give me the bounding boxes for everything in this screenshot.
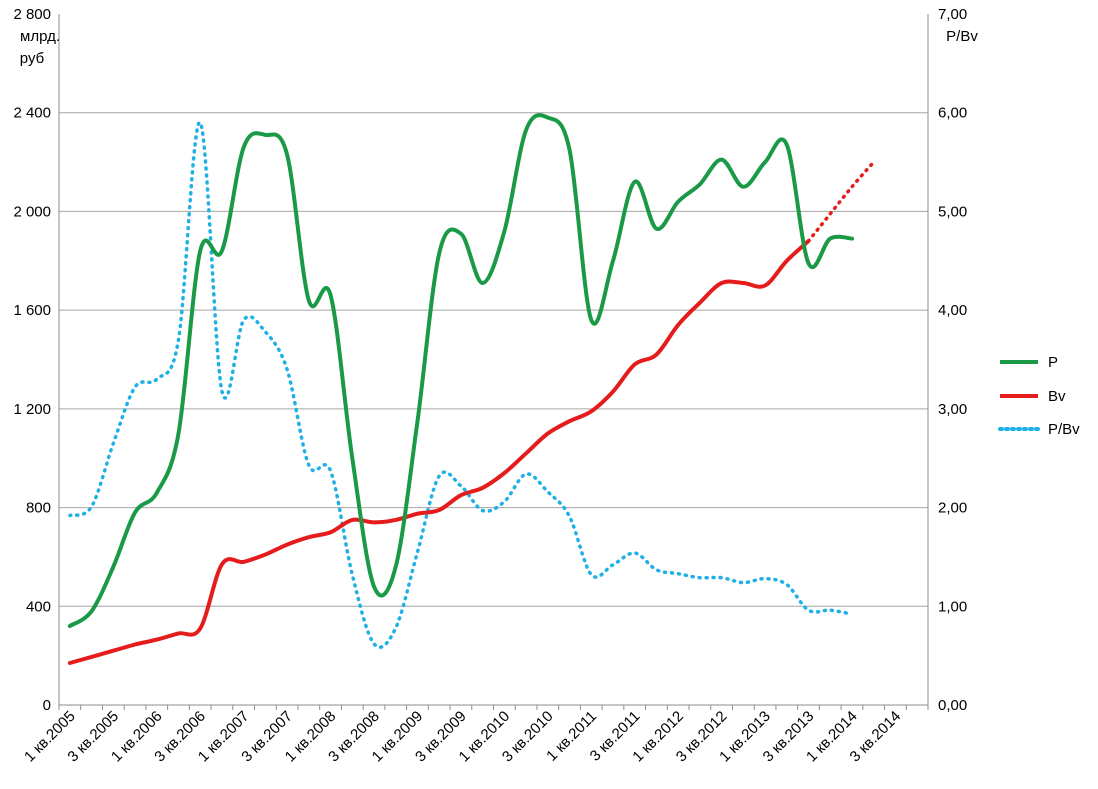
right-axis: 0,00 1,00 2,00 3,00 4,00 5,00 6,00 7,00 xyxy=(927,6,967,714)
legend: P Bv P/Bv xyxy=(998,354,1080,438)
series-line-bv xyxy=(67,239,811,665)
series-line-p xyxy=(67,113,854,628)
right-tick-label: 3,00 xyxy=(938,401,967,418)
right-tick-label: 5,00 xyxy=(938,203,967,220)
left-axis-unit-line-2: руб xyxy=(20,50,44,67)
left-tick-label: 800 xyxy=(26,500,51,517)
left-tick-label: 1 200 xyxy=(13,401,51,418)
legend-label-pbv: P/Bv xyxy=(1048,421,1080,438)
left-tick-label: 2 000 xyxy=(13,203,51,220)
left-tick-label: 400 xyxy=(26,598,51,615)
left-axis: 0 400 800 1 200 1 600 2 000 2 400 2 800 xyxy=(13,6,60,714)
left-tick-label: 2 800 xyxy=(13,6,51,23)
series-line-p-bv xyxy=(68,120,854,649)
left-axis-unit-line-1: млрд. xyxy=(20,28,60,45)
right-axis-unit: P/Bv xyxy=(946,28,978,45)
right-tick-label: 2,00 xyxy=(938,500,967,517)
left-tick-label: 1 600 xyxy=(13,302,51,319)
legend-label-bv: Bv xyxy=(1048,388,1066,405)
right-tick-label: 4,00 xyxy=(938,302,967,319)
legend-label-p: P xyxy=(1048,354,1058,371)
right-tick-label: 1,00 xyxy=(938,598,967,615)
series-line-bv-forecast xyxy=(806,160,876,243)
series-lines xyxy=(67,113,876,665)
grid-lines xyxy=(59,112,928,706)
right-tick-label: 7,00 xyxy=(938,6,967,23)
left-tick-label: 0 xyxy=(43,697,51,714)
left-tick-label: 2 400 xyxy=(13,105,51,122)
right-tick-label: 6,00 xyxy=(938,105,967,122)
right-tick-label: 0,00 xyxy=(938,697,967,714)
